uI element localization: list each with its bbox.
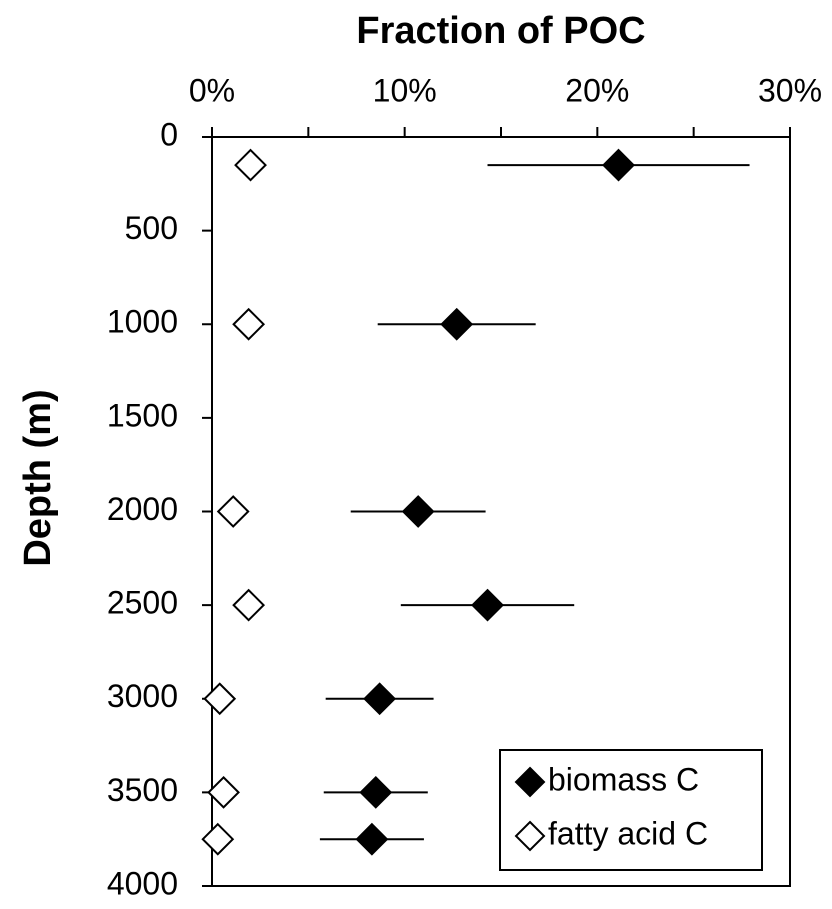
chart-title: Fraction of POC <box>356 10 645 52</box>
y-tick-label: 4000 <box>107 865 178 901</box>
point <box>207 775 240 809</box>
point <box>232 307 266 341</box>
y-tick-label: 3500 <box>107 772 178 808</box>
y-tick-label: 0 <box>160 116 178 152</box>
y-tick-label: 2500 <box>107 585 178 621</box>
point <box>234 148 267 182</box>
y-tick-label: 2000 <box>107 491 178 527</box>
point <box>203 682 237 716</box>
y-tick-label: 1000 <box>107 304 178 340</box>
y-tick-label: 500 <box>125 210 178 246</box>
legend-marker <box>514 766 546 798</box>
point <box>363 682 397 716</box>
x-tick-label: 10% <box>373 72 437 108</box>
point <box>440 307 474 341</box>
x-tick-label: 30% <box>758 72 822 108</box>
point <box>355 822 389 856</box>
point <box>216 495 250 528</box>
point <box>471 588 504 622</box>
point <box>201 822 235 856</box>
legend-label: biomass C <box>548 761 699 797</box>
point <box>602 148 635 182</box>
x-tick-label: 20% <box>565 72 629 108</box>
point <box>359 775 393 809</box>
point <box>232 588 266 622</box>
x-tick-label: 0% <box>189 72 235 108</box>
y-axis-label: Depth (m) <box>17 389 59 566</box>
legend-box <box>499 749 763 871</box>
legend-marker <box>514 820 546 852</box>
point <box>401 495 435 528</box>
legend-label: fatty acid C <box>548 815 708 851</box>
y-tick-label: 3000 <box>107 678 178 714</box>
y-tick-label: 1500 <box>107 397 178 433</box>
